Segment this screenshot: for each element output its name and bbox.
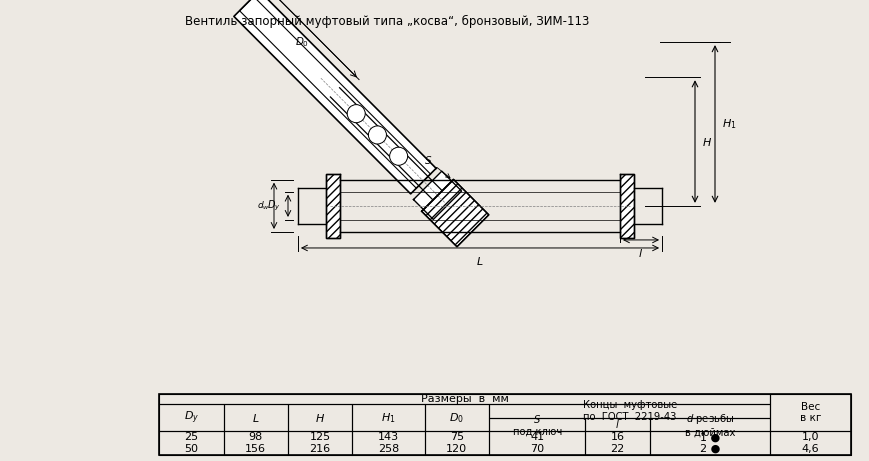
Text: 16
22: 16 22 — [610, 432, 624, 454]
Text: $H$: $H$ — [315, 412, 325, 424]
Bar — [223, 404, 288, 431]
Text: Концы  муфтовые
по  ГОСТ  2219-43: Концы муфтовые по ГОСТ 2219-43 — [582, 400, 676, 422]
Text: 75
120: 75 120 — [446, 432, 467, 454]
Text: $l$: $l$ — [638, 247, 643, 259]
Text: $S$
под ключ: $S$ под ключ — [512, 413, 561, 436]
Bar — [488, 418, 585, 431]
Text: 98
156: 98 156 — [245, 432, 266, 454]
Bar — [288, 404, 352, 431]
Bar — [352, 404, 424, 431]
Text: Вес
в кг: Вес в кг — [799, 402, 820, 423]
Bar — [649, 418, 770, 431]
Bar — [424, 404, 488, 431]
Bar — [159, 394, 770, 404]
Polygon shape — [620, 174, 634, 238]
Text: 41
70: 41 70 — [529, 432, 544, 454]
Text: $D_0$: $D_0$ — [295, 35, 308, 49]
Text: 143
258: 143 258 — [377, 432, 399, 454]
Bar — [770, 431, 850, 455]
Text: Вентиль запорный муфтовый типа „косва“, бронзовый, ЗИМ-113: Вентиль запорный муфтовый типа „косва“, … — [185, 15, 588, 28]
Text: $L$: $L$ — [252, 412, 259, 424]
Bar — [488, 404, 770, 418]
Bar — [649, 431, 770, 455]
Bar — [159, 431, 223, 455]
Bar — [770, 394, 850, 431]
Bar — [424, 431, 488, 455]
Text: $l$: $l$ — [614, 419, 620, 431]
Circle shape — [389, 147, 408, 165]
Bar — [585, 431, 649, 455]
Bar — [488, 431, 585, 455]
Bar — [620, 174, 634, 238]
Bar — [585, 418, 649, 431]
Polygon shape — [421, 179, 488, 247]
Text: $H_1$: $H_1$ — [721, 117, 736, 131]
Text: $D_y$: $D_y$ — [267, 199, 281, 213]
Polygon shape — [413, 171, 461, 219]
Polygon shape — [234, 0, 435, 194]
Bar — [288, 431, 352, 455]
Text: $D_y$: $D_y$ — [183, 410, 199, 426]
Text: 1 ●
2 ●: 1 ● 2 ● — [700, 432, 720, 454]
Polygon shape — [326, 174, 340, 238]
Text: $L$: $L$ — [475, 255, 483, 267]
Circle shape — [347, 105, 365, 123]
Bar — [223, 431, 288, 455]
Text: 125
216: 125 216 — [309, 432, 330, 454]
Text: Размеры  в  мм: Размеры в мм — [421, 394, 508, 404]
Bar — [326, 174, 340, 238]
Text: $S$: $S$ — [423, 154, 449, 178]
Text: 25
50: 25 50 — [184, 432, 198, 454]
Bar — [352, 431, 424, 455]
Circle shape — [368, 126, 386, 144]
Text: $d_w$: $d_w$ — [256, 200, 269, 212]
Polygon shape — [421, 179, 488, 247]
Bar — [159, 394, 850, 455]
Text: $D_0$: $D_0$ — [448, 411, 464, 425]
Bar — [159, 404, 223, 431]
Text: 1,0
4,6: 1,0 4,6 — [801, 432, 819, 454]
Text: $d$ резьбы
в дюймах: $d$ резьбы в дюймах — [684, 412, 734, 437]
Text: $H_1$: $H_1$ — [381, 411, 395, 425]
Text: $H$: $H$ — [701, 136, 711, 148]
Bar — [326, 220, 340, 238]
